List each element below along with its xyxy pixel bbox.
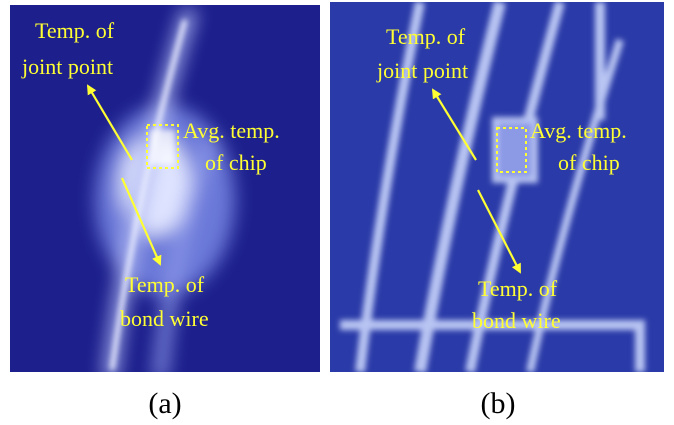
annotation-text: Temp. of <box>35 18 115 43</box>
annotation-text: of chip <box>205 150 267 175</box>
annotation-text: Temp. of <box>478 276 558 301</box>
annotation-text: Avg. temp. <box>530 118 627 143</box>
annotation-text: Temp. of <box>125 272 205 297</box>
annotation-text: joint point <box>376 58 468 83</box>
annotation-text: Avg. temp. <box>183 118 280 143</box>
annotation-text: Temp. of <box>386 24 466 49</box>
annotation-text: bond wire <box>472 308 561 333</box>
annotation-text: joint point <box>21 54 113 79</box>
annotation-text: bond wire <box>120 306 209 331</box>
caption: (b) <box>481 387 516 420</box>
figure: Temp. of joint point Avg. temp. of chip … <box>0 0 674 425</box>
caption: (a) <box>148 387 181 420</box>
annotation-text: of chip <box>558 150 620 175</box>
